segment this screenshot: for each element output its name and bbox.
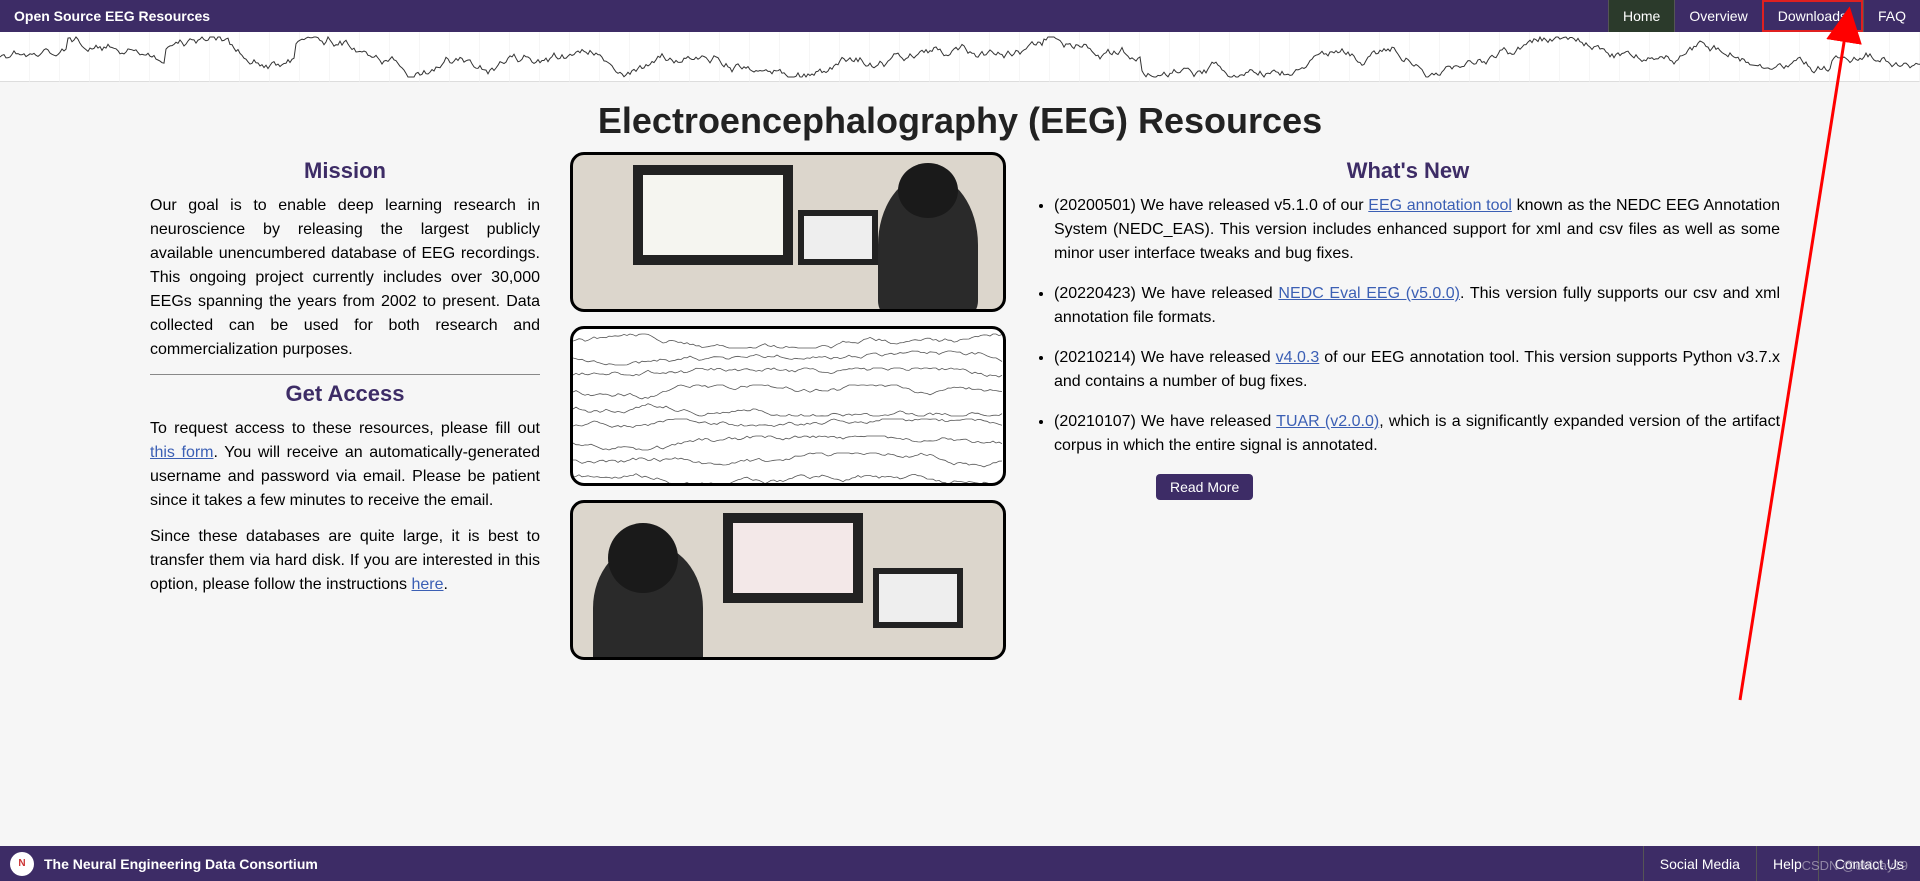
news-item: (20200501) We have released v5.1.0 of ou… [1054, 194, 1780, 266]
col-middle [570, 152, 1006, 660]
mission-heading: Mission [150, 158, 540, 184]
main-columns: Mission Our goal is to enable deep learn… [0, 152, 1920, 660]
news-pre: (20220423) We have released [1054, 285, 1278, 302]
nav-links: Home Overview Downloads FAQ [1608, 0, 1920, 32]
access-p1: To request access to these resources, pl… [150, 417, 540, 513]
news-link[interactable]: EEG annotation tool [1368, 197, 1512, 214]
watermark: CSDN @ebiuay19 [1802, 858, 1908, 873]
col-left: Mission Our goal is to enable deep learn… [150, 152, 540, 660]
photo-workstation-1 [570, 152, 1006, 312]
nav-home[interactable]: Home [1608, 0, 1674, 32]
col-right: What's New (20200501) We have released v… [1036, 152, 1780, 660]
photo-workstation-2 [570, 500, 1006, 660]
nav-downloads[interactable]: Downloads [1762, 0, 1863, 32]
site-title: Open Source EEG Resources [0, 8, 210, 24]
nav-overview[interactable]: Overview [1674, 0, 1761, 32]
news-item: (20210107) We have released TUAR (v2.0.0… [1054, 410, 1780, 458]
page-title: Electroencephalography (EEG) Resources [0, 100, 1920, 142]
divider [150, 374, 540, 375]
news-pre: (20200501) We have released v5.1.0 of ou… [1054, 197, 1368, 214]
news-link[interactable]: TUAR (v2.0.0) [1276, 413, 1379, 430]
footer-social[interactable]: Social Media [1643, 846, 1756, 881]
access-p2-post: . [444, 576, 448, 593]
access-p2: Since these databases are quite large, i… [150, 525, 540, 597]
news-pre: (20210214) We have released [1054, 349, 1276, 366]
news-pre: (20210107) We have released [1054, 413, 1276, 430]
news-item: (20210214) We have released v4.0.3 of ou… [1054, 346, 1780, 394]
access-p1-pre: To request access to these resources, pl… [150, 420, 540, 437]
news-item: (20220423) We have released NEDC Eval EE… [1054, 282, 1780, 330]
footer-org: The Neural Engineering Data Consortium [44, 856, 318, 872]
eeg-signal-panel [570, 326, 1006, 486]
access-here-link[interactable]: here [411, 576, 443, 593]
access-heading: Get Access [150, 381, 540, 407]
footer: N The Neural Engineering Data Consortium… [0, 846, 1920, 881]
whatsnew-list: (20200501) We have released v5.1.0 of ou… [1036, 194, 1780, 458]
mission-body: Our goal is to enable deep learning rese… [150, 194, 540, 362]
whatsnew-heading: What's New [1036, 158, 1780, 184]
nav-faq[interactable]: FAQ [1863, 0, 1920, 32]
top-nav: Open Source EEG Resources Home Overview … [0, 0, 1920, 32]
read-more-button[interactable]: Read More [1156, 474, 1253, 500]
news-link[interactable]: v4.0.3 [1276, 349, 1320, 366]
access-p2-pre: Since these databases are quite large, i… [150, 528, 540, 593]
news-link[interactable]: NEDC Eval EEG (v5.0.0) [1278, 285, 1460, 302]
access-form-link[interactable]: this form [150, 444, 214, 461]
eeg-banner [0, 32, 1920, 82]
footer-logo-icon: N [10, 852, 34, 876]
